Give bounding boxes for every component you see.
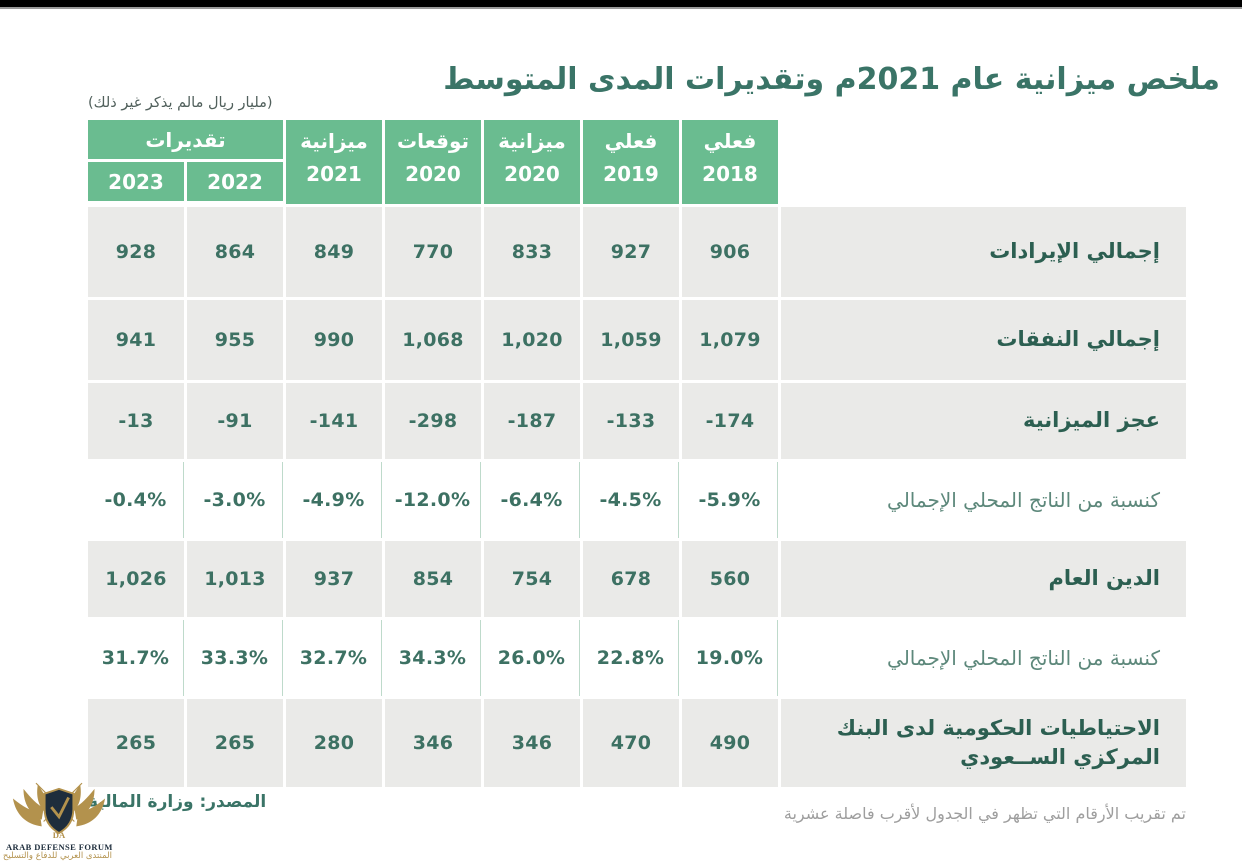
cell-r5-c3: 34.3%: [385, 620, 481, 696]
cell-r2-c3: -298: [385, 383, 481, 459]
cell-r1-c0: 941: [88, 300, 184, 380]
header-year: 2018: [702, 162, 758, 186]
row-label: الدين العام: [781, 541, 1186, 617]
cell-r4-c3: 854: [385, 541, 481, 617]
table-row: -0.4% -3.0% -4.9% -12.0% -6.4% -4.5% -5.9% كنسب…: [88, 462, 1186, 538]
cell-r3-c0: -0.4%: [88, 462, 184, 538]
forum-emblem-icon: DA: [12, 782, 106, 840]
header-empty-label-cell: [781, 120, 1186, 204]
table-body: 928 864 849 770 833 927 906 إجمالي الإيرادات 941…: [88, 207, 1186, 787]
cell-r3-c3: -12.0%: [385, 462, 481, 538]
browser-top-bar: [0, 0, 1242, 7]
cell-r4-c4: 754: [484, 541, 580, 617]
cell-r5-c1: 33.3%: [187, 620, 283, 696]
cell-r1-c4: 1,020: [484, 300, 580, 380]
header-year: 2020: [504, 162, 560, 186]
cell-r0-c4: 833: [484, 207, 580, 297]
header-year: 2019: [603, 162, 659, 186]
cell-r0-c3: 770: [385, 207, 481, 297]
forum-name-arabic: المنتدى العربي للدفاع والتسليح: [2, 850, 112, 861]
page-title: ملخص ميزانية عام 2021م وتقديرات المدى ال…: [443, 62, 1220, 98]
header-year-2022: 2022: [187, 162, 283, 201]
cell-r6-c5: 470: [583, 699, 679, 787]
header-group-label: تقديرات: [88, 120, 283, 162]
header-year: 2021: [306, 162, 362, 186]
cell-r0-c1: 864: [187, 207, 283, 297]
cell-r1-c1: 955: [187, 300, 283, 380]
cell-r6-c0: 265: [88, 699, 184, 787]
table-row: 928 864 849 770 833 927 906 إجمالي الإيرادات: [88, 207, 1186, 297]
table-row: 941 955 990 1,068 1,020 1,059 1,079 إجمالي النف…: [88, 300, 1186, 380]
row-label: كنسبة من الناتج المحلي الإجمالي: [781, 462, 1186, 538]
header-expected-2020: توقعات 2020: [385, 120, 481, 204]
cell-r2-c5: -133: [583, 383, 679, 459]
row-label: عجز الميزانية: [781, 383, 1186, 459]
header-group-years: 2023 2022: [88, 162, 283, 201]
cell-r5-c4: 26.0%: [484, 620, 580, 696]
cell-r3-c6: -5.9%: [682, 462, 778, 538]
unit-note: (مليار ريال مالم يذكر غير ذلك): [88, 95, 273, 111]
row-label: الاحتياطيات الحكومية لدى البنك المركزي ا…: [781, 699, 1186, 787]
cell-r3-c4: -6.4%: [484, 462, 580, 538]
row-label: كنسبة من الناتج المحلي الإجمالي: [781, 620, 1186, 696]
cell-r0-c5: 927: [583, 207, 679, 297]
cell-r2-c4: -187: [484, 383, 580, 459]
row-label: إجمالي الإيرادات: [781, 207, 1186, 297]
header-budget-2020: ميزانية 2020: [484, 120, 580, 204]
cell-r2-c0: -13: [88, 383, 184, 459]
cell-r3-c2: -4.9%: [286, 462, 382, 538]
table-row: 31.7% 33.3% 32.7% 34.3% 26.0% 22.8% 19.0% كنسبة…: [88, 620, 1186, 696]
header-actual-2018: فعلي 2018: [682, 120, 778, 204]
header-label: فعلي: [604, 129, 658, 153]
cell-r0-c6: 906: [682, 207, 778, 297]
header-label: توقعات: [396, 129, 470, 153]
header-actual-2019: فعلي 2019: [583, 120, 679, 204]
cell-r1-c3: 1,068: [385, 300, 481, 380]
header-group-estimates: تقديرات 2023 2022: [88, 120, 283, 204]
header-budget-2021: ميزانية 2021: [286, 120, 382, 204]
header-label: ميزانية: [498, 129, 566, 153]
cell-r6-c1: 265: [187, 699, 283, 787]
cell-r0-c0: 928: [88, 207, 184, 297]
budget-summary-table: تقديرات 2023 2022 ميزانية 2021 توقعات 20…: [88, 120, 1186, 790]
arab-defense-forum-logo: DA ARAB DEFENSE FORUM المنتدى العربي للد…: [2, 781, 113, 861]
header-label: ميزانية: [300, 129, 368, 153]
header-year-2023: 2023: [88, 162, 184, 201]
header-year: 2020: [405, 162, 461, 186]
cell-r5-c0: 31.7%: [88, 620, 184, 696]
cell-r1-c6: 1,079: [682, 300, 778, 380]
cell-r6-c4: 346: [484, 699, 580, 787]
cell-r4-c0: 1,026: [88, 541, 184, 617]
cell-r3-c1: -3.0%: [187, 462, 283, 538]
cell-r6-c2: 280: [286, 699, 382, 787]
table-row: 1,026 1,013 937 854 754 678 560 الدين العام: [88, 541, 1186, 617]
cell-r1-c5: 1,059: [583, 300, 679, 380]
cell-r3-c5: -4.5%: [583, 462, 679, 538]
cell-r6-c6: 490: [682, 699, 778, 787]
table-row: -13 -91 -141 -298 -187 -133 -174 عجز الميزانية: [88, 383, 1186, 459]
cell-r4-c1: 1,013: [187, 541, 283, 617]
cell-r2-c1: -91: [187, 383, 283, 459]
source-note: المصدر: وزارة المالية: [88, 792, 267, 812]
svg-text:DA: DA: [53, 830, 66, 839]
cell-r5-c6: 19.0%: [682, 620, 778, 696]
cell-r5-c2: 32.7%: [286, 620, 382, 696]
cell-r4-c6: 560: [682, 541, 778, 617]
cell-r0-c2: 849: [286, 207, 382, 297]
header-label: فعلي: [703, 129, 757, 153]
cell-r2-c2: -141: [286, 383, 382, 459]
cell-r2-c6: -174: [682, 383, 778, 459]
table-row: 265 265 280 346 346 470 490 الاحتياطيات الحكومي…: [88, 699, 1186, 787]
cell-r4-c5: 678: [583, 541, 679, 617]
cell-r1-c2: 990: [286, 300, 382, 380]
forum-name-english: ARAB DEFENSE FORUM: [6, 841, 113, 852]
cell-r5-c5: 22.8%: [583, 620, 679, 696]
cell-r4-c2: 937: [286, 541, 382, 617]
row-label: إجمالي النفقات: [781, 300, 1186, 380]
top-bar-divider: [0, 7, 1242, 9]
cell-r6-c3: 346: [385, 699, 481, 787]
rounding-footnote: تم تقريب الأرقام التي تظهر في الجدول لأق…: [783, 804, 1186, 823]
table-header-row: تقديرات 2023 2022 ميزانية 2021 توقعات 20…: [88, 120, 1186, 204]
